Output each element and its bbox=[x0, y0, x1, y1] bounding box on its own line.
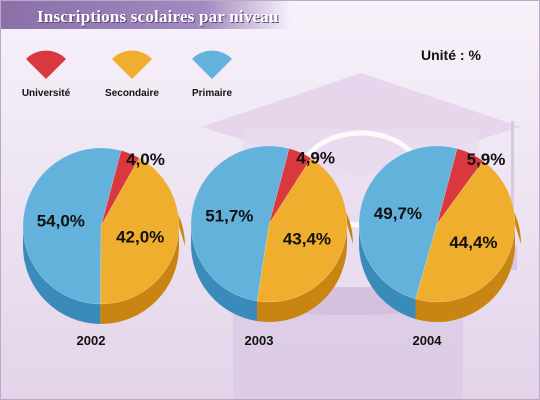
pie-2004-label-primaire: 49,7% bbox=[374, 204, 422, 223]
pie-2003-label-primaire: 51,7% bbox=[205, 207, 253, 226]
pie-2004-slice-secondaire bbox=[415, 160, 516, 303]
pie-2004-label-secondaire: 44,4% bbox=[449, 233, 497, 252]
legend-item-secondaire: Secondaire bbox=[87, 49, 177, 99]
pie-2004-side-secondaire bbox=[415, 224, 515, 322]
pie-2004-side-primaire bbox=[359, 224, 416, 319]
pie-2002-label-primaire: 54,0% bbox=[37, 212, 85, 231]
pie-2002-label-universite: 4,0% bbox=[126, 150, 165, 169]
pie-2003-label-secondaire: 43,4% bbox=[283, 229, 331, 248]
legend-label-secondaire: Secondaire bbox=[105, 88, 159, 99]
pie-2003-label-universite: 4,9% bbox=[296, 149, 335, 168]
pie-2004-label-universite: 5,9% bbox=[467, 150, 506, 169]
year-label-2003: 2003 bbox=[245, 333, 274, 348]
pie-2002-label-secondaire: 42,0% bbox=[116, 227, 164, 246]
legend-fan-universite bbox=[26, 50, 66, 79]
chart-title: Inscriptions scolaires par niveau bbox=[37, 7, 279, 26]
pie-2002-slice-primaire bbox=[22, 147, 122, 305]
legend-fan-secondaire bbox=[112, 50, 152, 79]
legend-swatch-universite bbox=[26, 50, 66, 79]
legend-label-universite: Université bbox=[21, 88, 71, 99]
legend-label-primaire: Primaire bbox=[191, 88, 233, 99]
pie-2003-slice-universite bbox=[268, 148, 312, 225]
pie-2003-side-primaire bbox=[191, 224, 258, 322]
year-label-2002: 2002 bbox=[77, 333, 106, 348]
pie-2003-slice-primaire bbox=[190, 145, 290, 302]
legend-swatch-primaire bbox=[192, 50, 232, 79]
legend-item-universite: Université bbox=[1, 49, 91, 99]
pie-2004-slice-primaire bbox=[358, 145, 458, 300]
pie-2003-side-secondaire bbox=[257, 224, 347, 322]
pie-2003-slice-secondaire bbox=[256, 157, 348, 303]
pie-2002-slice-universite bbox=[100, 150, 140, 227]
legend-swatch-secondaire bbox=[112, 50, 152, 79]
pie-2002-side-primaire bbox=[23, 226, 101, 324]
pie-chart-2003: 4,9% 43,4% 51,7% 2003 bbox=[190, 145, 353, 348]
pie-chart-2002: 4,0% 42,0% 54,0% 2002 bbox=[22, 147, 185, 348]
pie-2002-slice-secondaire bbox=[100, 157, 180, 305]
pie-chart-2004: 5,9% 44,4% 49,7% 2004 bbox=[358, 145, 521, 348]
legend-item-primaire: Primaire bbox=[167, 49, 257, 99]
pie-2002-side-secondaire bbox=[100, 226, 179, 324]
title-bar: Inscriptions scolaires par niveau bbox=[1, 1, 291, 29]
pie-2004-slice-universite bbox=[436, 148, 484, 225]
year-label-2004: 2004 bbox=[413, 333, 443, 348]
unit-label: Unité : % bbox=[421, 47, 481, 63]
legend-fan-primaire bbox=[192, 50, 232, 79]
